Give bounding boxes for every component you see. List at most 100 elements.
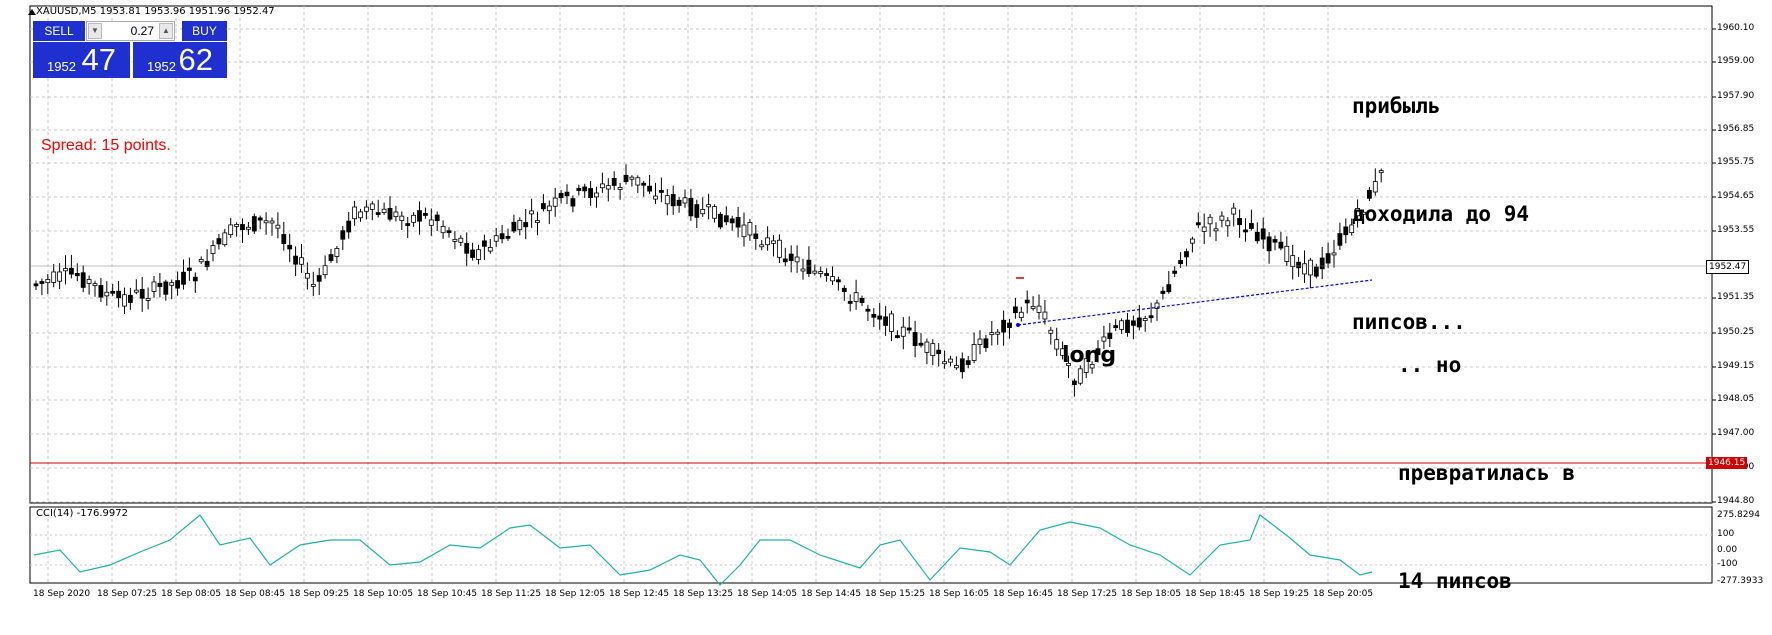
candle-body: [936, 349, 942, 355]
candle-body: [670, 194, 676, 207]
annotation-line: пипсов...: [1352, 310, 1466, 334]
annotation-line: превратилась в: [1398, 461, 1576, 485]
chart-menu-icon[interactable]: [28, 9, 36, 15]
price-chart[interactable]: [0, 0, 1772, 617]
sell-button[interactable]: SELL: [33, 21, 85, 41]
candle-body: [836, 279, 841, 283]
annotation-line: 14 пипсов: [1398, 569, 1512, 593]
time-tick-label: 18 Sep 12:45: [609, 589, 670, 599]
candle-body: [446, 230, 452, 234]
price-tick-label: 1953.55: [1717, 225, 1755, 235]
buy-price-prefix: 1952: [147, 59, 176, 74]
candle-body: [1154, 302, 1160, 309]
annotation-line: прибыль: [1352, 94, 1441, 118]
price-tick-label: 1944.80: [1717, 496, 1755, 506]
lot-value[interactable]: 0.27: [130, 24, 154, 38]
candle-body: [1095, 348, 1101, 356]
candle-body: [541, 203, 546, 210]
candle-body: [269, 220, 275, 224]
candle-body: [411, 214, 417, 223]
cci-tick-label: 0.00: [1717, 545, 1738, 555]
candle-body: [1184, 251, 1189, 258]
candle-body: [139, 288, 145, 299]
candle-body: [853, 292, 859, 302]
candle-body: [287, 244, 293, 250]
candle-body: [912, 332, 918, 346]
candle-body: [1001, 319, 1006, 333]
candle-body: [611, 177, 617, 186]
lot-increase-icon[interactable]: ▲: [159, 23, 173, 39]
candle-body: [1349, 224, 1355, 234]
buy-price-box[interactable]: 1952 62: [133, 42, 227, 78]
candle-body: [676, 199, 682, 206]
lot-stepper[interactable]: ▼ 0.27 ▲: [86, 21, 175, 41]
candle-body: [871, 314, 877, 318]
candle-body: [1201, 226, 1207, 232]
candle-body: [641, 182, 647, 186]
candle-body: [747, 222, 753, 236]
candle-body: [794, 256, 800, 263]
candle-body: [1190, 238, 1195, 244]
candle-body: [605, 185, 611, 190]
candle-body: [653, 195, 658, 200]
candle-body: [340, 230, 346, 240]
candle-body: [51, 271, 57, 283]
candle-body: [1372, 181, 1378, 193]
candle-body: [1367, 189, 1372, 199]
candle-body: [499, 233, 505, 240]
candle-body: [959, 358, 965, 373]
time-tick-label: 18 Sep 08:45: [225, 589, 286, 599]
candle-body: [127, 294, 133, 303]
candle-body: [1249, 223, 1254, 229]
candle-body: [782, 258, 788, 263]
candle-body: [718, 213, 723, 228]
candle-body: [428, 219, 434, 226]
candle-body: [1131, 320, 1136, 326]
time-tick-label: 18 Sep 10:05: [353, 589, 414, 599]
time-tick-label: 18 Sep 11:25: [481, 589, 542, 599]
spread-text: Spread: 15 points.: [41, 137, 171, 154]
candle-body: [1225, 220, 1231, 227]
candle-body: [163, 281, 169, 295]
candle-body: [1042, 311, 1048, 320]
candle-body: [476, 249, 481, 260]
time-tick-label: 18 Sep 20:05: [1313, 589, 1374, 599]
candle-body: [517, 219, 523, 231]
candle-body: [995, 331, 1001, 335]
candle-body: [948, 358, 953, 363]
time-tick-label: 18 Sep 14:05: [737, 589, 798, 599]
candle-body: [1337, 233, 1343, 246]
candle-body: [889, 313, 894, 332]
candle-body: [299, 257, 304, 265]
lot-decrease-icon[interactable]: ▼: [88, 23, 102, 39]
candle-body: [712, 206, 717, 219]
time-tick-label: 18 Sep 10:45: [417, 589, 478, 599]
candle-body: [304, 273, 310, 279]
buy-button[interactable]: BUY: [182, 21, 227, 41]
cci-tick-label: -277.3933: [1717, 576, 1764, 586]
price-tick-label: 1951.35: [1717, 292, 1755, 302]
candle-body: [1018, 311, 1024, 318]
candle-body: [1007, 322, 1012, 329]
candle-body: [647, 185, 652, 192]
candle-body: [841, 287, 847, 292]
candle-body: [192, 276, 198, 282]
candle-body: [175, 280, 181, 289]
candle-body: [741, 224, 747, 238]
candle-body: [69, 267, 74, 275]
candle-body: [263, 220, 269, 224]
sell-price-box[interactable]: 1952 47: [33, 42, 130, 78]
candle-body: [546, 205, 552, 212]
price-tick-label: 1956.85: [1717, 124, 1755, 134]
candle-body: [1083, 358, 1089, 373]
candle-body: [1243, 229, 1248, 233]
candle-body: [906, 327, 912, 331]
candle-body: [1272, 239, 1278, 243]
chart-title: XAUUSD,M5 1953.81 1953.96 1951.96 1952.4…: [36, 6, 275, 17]
candle-body: [511, 221, 517, 232]
candle-body: [417, 210, 422, 222]
candle-body: [92, 283, 98, 287]
candle-body: [824, 273, 829, 276]
candle-body: [116, 290, 121, 299]
candle-body: [470, 249, 476, 258]
